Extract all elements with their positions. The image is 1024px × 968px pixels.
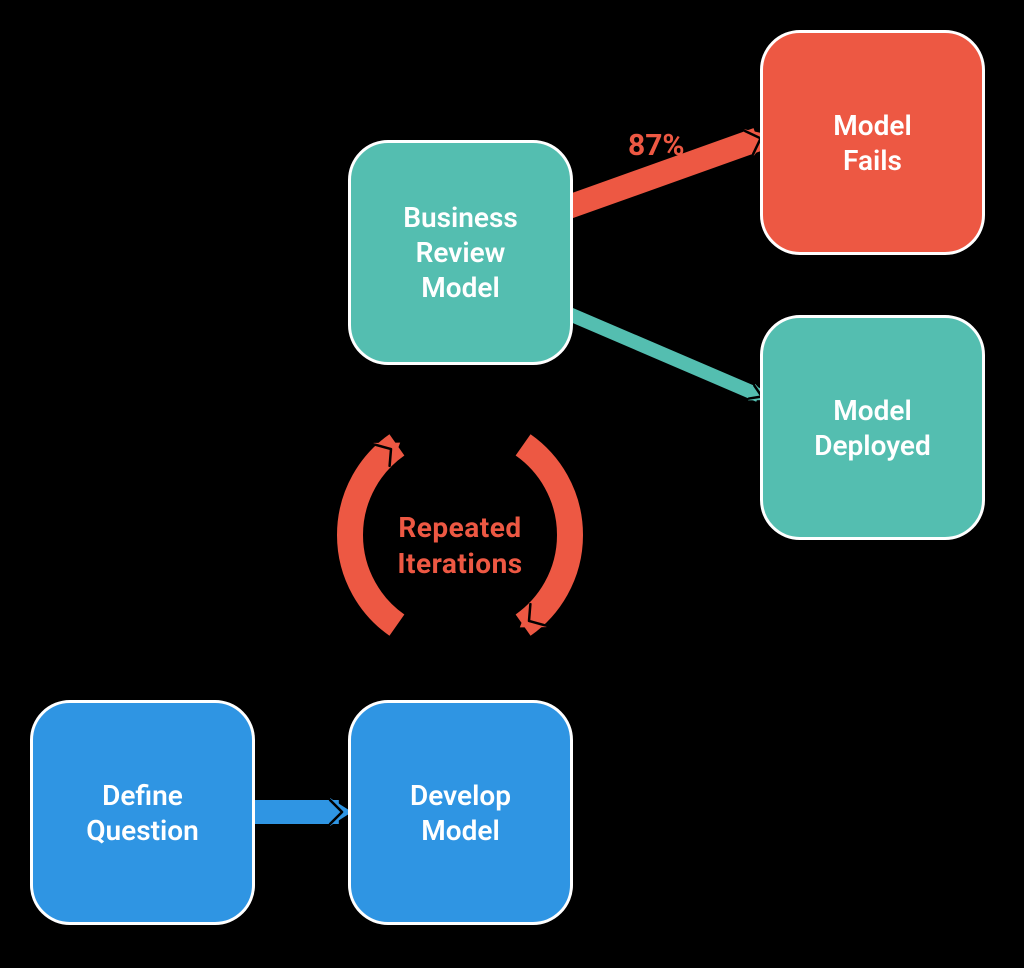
node-label: ModelDeployed (814, 393, 931, 463)
center-label-line1: Repeated (380, 510, 540, 546)
node-model-deployed: ModelDeployed (760, 315, 985, 540)
node-define-question: DefineQuestion (30, 700, 255, 925)
node-label: DevelopModel (410, 778, 511, 848)
node-label: BusinessReviewModel (403, 200, 518, 305)
diagram-canvas: DefineQuestion DevelopModel BusinessRevi… (0, 0, 1024, 968)
repeated-iterations-label: Repeated Iterations (380, 510, 540, 583)
center-label-line2: Iterations (380, 546, 540, 582)
node-develop-model: DevelopModel (348, 700, 573, 925)
fail-percent-label: 87% (628, 128, 685, 163)
node-model-fails: ModelFails (760, 30, 985, 255)
node-label: ModelFails (833, 108, 911, 178)
node-business-review-model: BusinessReviewModel (348, 140, 573, 365)
node-label: DefineQuestion (86, 778, 199, 848)
